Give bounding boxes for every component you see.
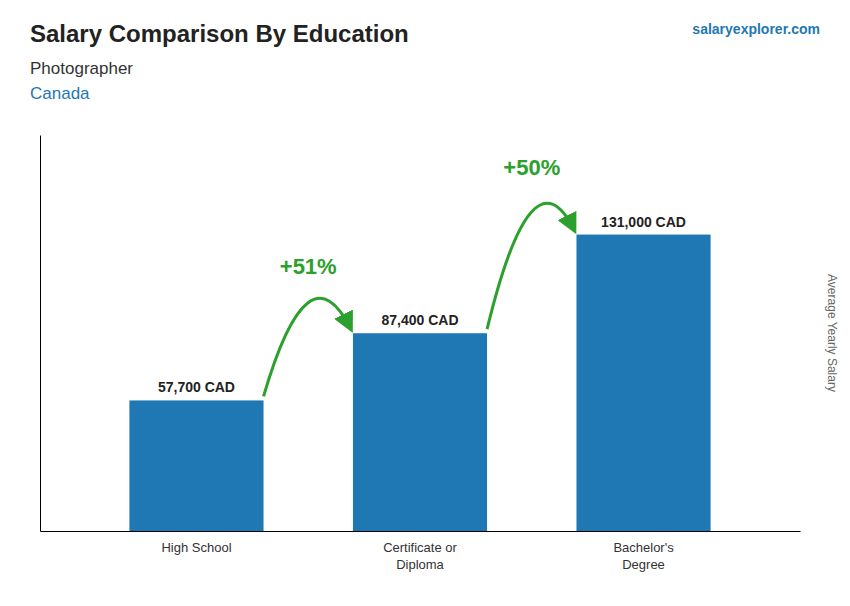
x-tick-label-line: Bachelor's [613,540,674,555]
x-tick-label-line: High School [161,540,231,555]
change-label: +51% [280,254,337,279]
x-tick-label: High School [161,540,231,555]
x-tick-label-line: Degree [622,557,665,572]
title: Salary Comparison By Education [30,20,409,47]
change-arrow [487,203,574,329]
x-tick: Certificate or Diploma [383,540,457,572]
data-label: 87,400 CAD [381,312,458,328]
site-label: salaryexplorer.com [692,21,820,37]
x-tick-label-line: Certificate or [383,540,457,555]
x-axis-line [41,531,801,532]
annotations: +51% +50% salaryexplorer.com [264,21,820,396]
x-tick: Bachelor's Degree [613,540,674,572]
data-labels: 57,700 CAD 87,400 CAD 131,000 CAD [158,214,686,396]
chart: Salary Comparison By Education Photograph… [0,0,850,606]
x-tick-label-line: Diploma [396,557,444,572]
data-label: 57,700 CAD [158,379,235,395]
bar [576,235,710,531]
x-tick-label: Certificate or Diploma [383,540,457,572]
bars [129,235,710,531]
x-tick-label: Bachelor's Degree [613,540,674,572]
bar [353,333,487,531]
y-axis [40,136,41,532]
x-tick: High School [161,540,231,555]
x-axis: High School Certificate or Diploma Bachelor… [41,532,801,573]
change-label: +50% [503,155,560,180]
y-axis-line [40,136,41,532]
y-axis-title: Average Yearly Salary [825,274,839,392]
data-label: 131,000 CAD [601,214,686,230]
change-arrow [264,298,351,396]
bar [129,400,263,531]
subtitle: Photographer [30,59,133,78]
subtitle: Canada [30,84,90,103]
